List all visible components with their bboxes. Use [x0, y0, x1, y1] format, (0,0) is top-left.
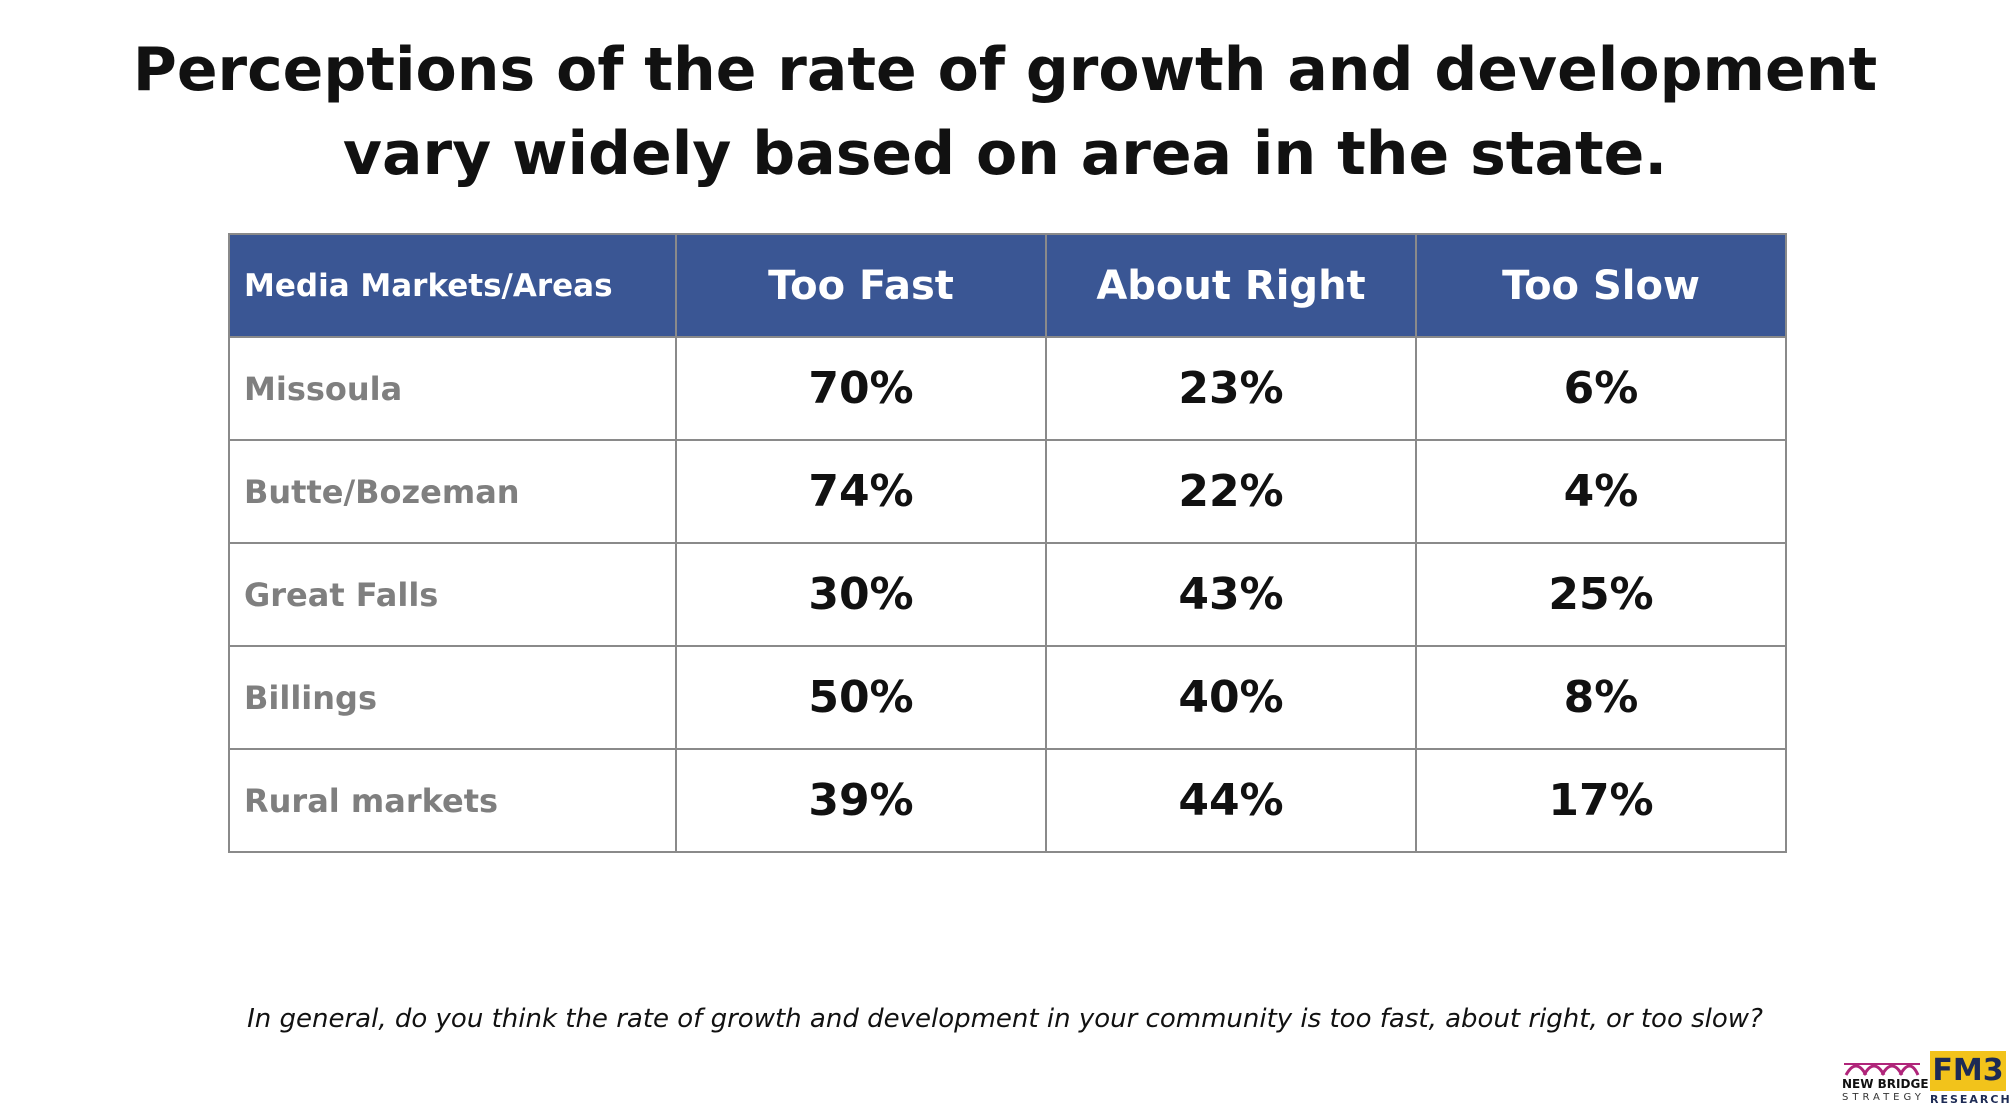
new-bridge-logo-name: NEW BRIDGE	[1842, 1077, 1929, 1091]
too-fast-value: 30%	[675, 542, 1047, 647]
too-slow-value: 6%	[1415, 336, 1787, 441]
fm3-logo-subtitle: RESEARCH	[1930, 1093, 2010, 1106]
table-row: Missoula 70% 23% 6%	[228, 336, 1787, 441]
survey-question: In general, do you think the rate of gro…	[247, 1004, 1763, 1034]
about-right-value: 43%	[1045, 542, 1417, 647]
area-label: Missoula	[228, 336, 677, 441]
about-right-value: 22%	[1045, 439, 1417, 544]
table-row: Great Falls 30% 43% 25%	[228, 542, 1787, 647]
column-header-too-fast: Too Fast	[675, 233, 1047, 338]
table-header-row: Media Markets/Areas Too Fast About Right…	[228, 233, 1787, 338]
area-label: Great Falls	[228, 542, 677, 647]
column-header-about-right: About Right	[1045, 233, 1417, 338]
too-fast-value: 74%	[675, 439, 1047, 544]
fm3-logo-name: FM3	[1930, 1051, 2006, 1091]
area-label: Billings	[228, 645, 677, 750]
new-bridge-logo-subtitle: STRATEGY	[1842, 1092, 1925, 1103]
too-slow-value: 17%	[1415, 748, 1787, 853]
results-table: Media Markets/Areas Too Fast About Right…	[228, 233, 1787, 853]
column-header-too-slow: Too Slow	[1415, 233, 1787, 338]
about-right-value: 23%	[1045, 336, 1417, 441]
about-right-value: 40%	[1045, 645, 1417, 750]
new-bridge-strategy-logo: NEW BRIDGE STRATEGY	[1842, 1051, 1929, 1107]
slide-title: Perceptions of the rate of growth and de…	[132, 35, 1878, 189]
fm3-research-logo: FM3 RESEARCH	[1930, 1051, 2010, 1107]
about-right-value: 44%	[1045, 748, 1417, 853]
area-label: Butte/Bozeman	[228, 439, 677, 544]
column-header-area: Media Markets/Areas	[228, 233, 677, 338]
table-row: Butte/Bozeman 74% 22% 4%	[228, 439, 1787, 544]
too-fast-value: 39%	[675, 748, 1047, 853]
too-fast-value: 70%	[675, 336, 1047, 441]
too-slow-value: 4%	[1415, 439, 1787, 544]
bridge-arches-icon	[1844, 1063, 1920, 1076]
too-fast-value: 50%	[675, 645, 1047, 750]
table-row: Billings 50% 40% 8%	[228, 645, 1787, 750]
area-label: Rural markets	[228, 748, 677, 853]
table-row: Rural markets 39% 44% 17%	[228, 748, 1787, 853]
too-slow-value: 25%	[1415, 542, 1787, 647]
too-slow-value: 8%	[1415, 645, 1787, 750]
